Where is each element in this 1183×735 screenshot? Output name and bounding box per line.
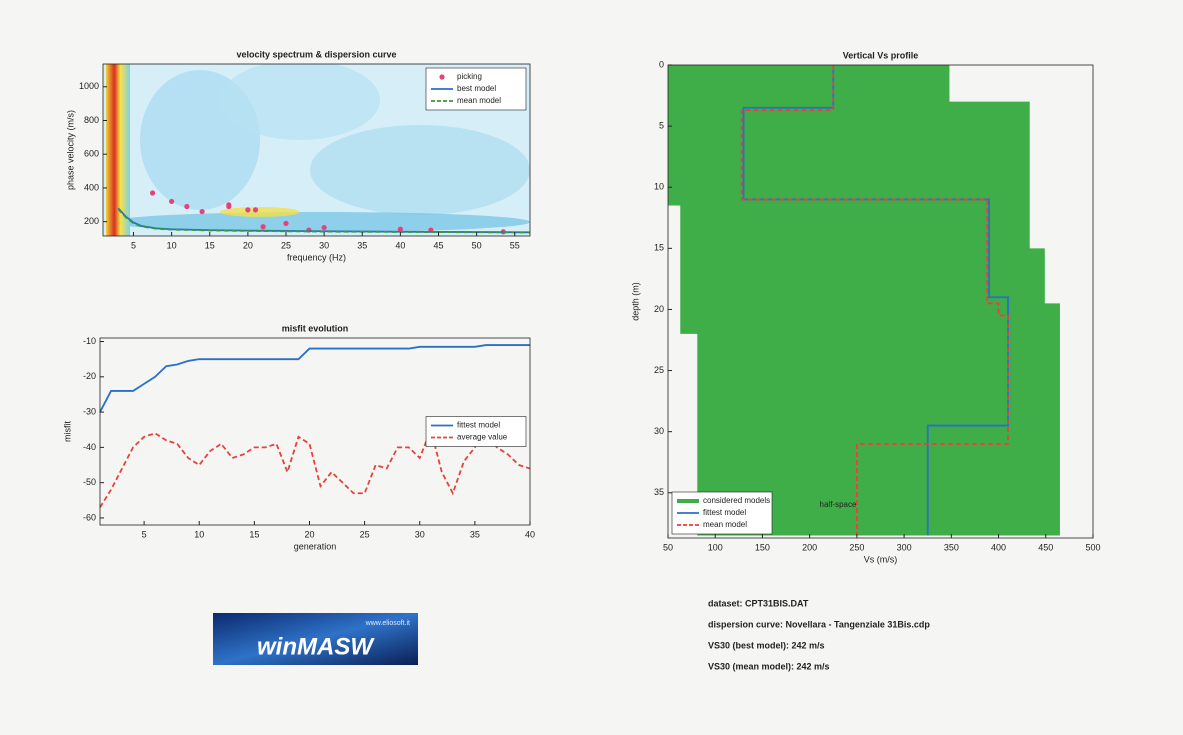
x-tick-label: 5 [142,529,147,539]
x-tick-label: 25 [281,240,291,250]
legend-label: mean model [457,96,501,105]
legend-marker [439,74,444,79]
pick-point [184,204,189,209]
x-tick-label: 5 [131,240,136,250]
x-tick-label: 25 [360,529,370,539]
pick-point [226,204,231,209]
x-tick-label: 40 [525,529,535,539]
spectrum-peak [106,64,130,236]
plot [668,65,1060,536]
info-line: VS30 (best model): 242 m/s [708,640,825,650]
legend-label: fittest model [457,421,500,430]
x-tick-label: 35 [357,240,367,250]
x-tick-label: 300 [897,542,912,552]
x-tick-label: 30 [415,529,425,539]
x-tick-label: 20 [304,529,314,539]
x-tick-label: 150 [755,542,770,552]
pick-point [283,221,288,226]
annotation: half-space [820,500,857,509]
x-tick-label: 450 [1038,542,1053,552]
x-axis-label: Vs (m/s) [864,554,898,564]
chart-title: misfit evolution [282,323,349,333]
chart-title: Vertical Vs profile [843,50,919,60]
y-tick-label: 15 [654,243,664,253]
y-tick-label: 5 [659,120,664,130]
x-tick-label: 40 [395,240,405,250]
y-tick-label: 25 [654,365,664,375]
pick-point [253,207,258,212]
x-tick-label: 15 [205,240,215,250]
y-tick-label: -60 [83,512,96,522]
x-tick-label: 35 [470,529,480,539]
pick-point [322,225,327,230]
legend-label: fittest model [703,508,746,517]
x-tick-label: 100 [708,542,723,552]
model-envelope [668,65,1060,536]
x-tick-label: 10 [194,529,204,539]
y-tick-label: 200 [84,216,99,226]
y-axis-label: phase velocity (m/s) [65,110,75,190]
y-axis-label: misfit [62,421,72,442]
x-axis-label: frequency (Hz) [287,252,346,262]
legend-label: average value [457,433,508,442]
y-tick-label: -40 [83,442,96,452]
y-tick-label: -10 [83,336,96,346]
logo-url: www.eliosoft.it [365,620,410,627]
series-line [100,345,530,412]
logo-name: winMASW [257,633,375,660]
x-tick-label: 15 [249,529,259,539]
y-axis-label: depth (m) [630,282,640,321]
spectrum-blob [310,125,530,215]
x-tick-label: 30 [319,240,329,250]
y-tick-label: 0 [659,59,664,69]
x-tick-label: 200 [802,542,817,552]
y-tick-label: 30 [654,426,664,436]
spectrum-blob [220,60,380,140]
y-tick-label: 800 [84,115,99,125]
y-tick-label: 1000 [79,81,99,91]
x-tick-label: 55 [510,240,520,250]
x-tick-label: 250 [849,542,864,552]
spectrum-peak [220,207,300,217]
pick-point [245,207,250,212]
x-tick-label: 350 [944,542,959,552]
x-tick-label: 50 [472,240,482,250]
pick-point [169,199,174,204]
x-tick-label: 400 [991,542,1006,552]
x-tick-label: 10 [167,240,177,250]
y-tick-label: 600 [84,149,99,159]
y-tick-label: -20 [83,371,96,381]
x-axis-label: generation [294,541,337,551]
legend-label: mean model [703,520,747,529]
x-tick-label: 50 [663,542,673,552]
info-line: VS30 (mean model): 242 m/s [708,661,830,671]
y-tick-label: -30 [83,406,96,416]
chart-title: velocity spectrum & dispersion curve [236,49,396,59]
y-tick-label: 10 [654,182,664,192]
pick-point [200,209,205,214]
x-tick-label: 45 [433,240,443,250]
y-tick-label: 400 [84,182,99,192]
pick-point [261,224,266,229]
legend-label: best model [457,84,496,93]
y-tick-label: 20 [654,304,664,314]
x-tick-label: 500 [1085,542,1100,552]
x-tick-label: 20 [243,240,253,250]
info-line: dispersion curve: Novellara - Tangenzial… [708,619,930,629]
pick-point [150,190,155,195]
report-page: www.eliosoft.it winMASW velocity spectru… [0,0,1183,735]
legend-label: considered models [703,496,770,505]
y-tick-label: 35 [654,487,664,497]
info-line: dataset: CPT31BIS.DAT [708,598,809,608]
y-tick-label: -50 [83,477,96,487]
legend-label: picking [457,72,482,81]
